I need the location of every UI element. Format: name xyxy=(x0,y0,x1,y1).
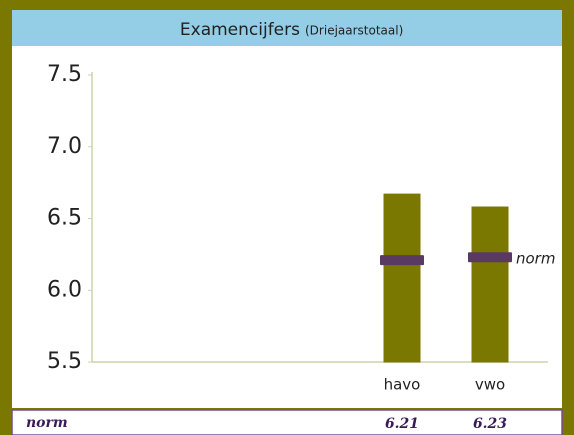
panel xyxy=(12,10,562,408)
chart-subtitle: (Driejaarstotaal) xyxy=(305,24,403,38)
x-tick-label: vwo xyxy=(475,376,505,394)
y-tick-label: 6.5 xyxy=(47,206,82,231)
bar xyxy=(383,193,421,363)
annotation: norm xyxy=(516,250,555,268)
y-tick-label: 7.0 xyxy=(47,134,82,159)
x-tick-label: havo xyxy=(384,376,421,394)
norm-marker xyxy=(380,255,424,266)
table-row xyxy=(11,409,563,435)
norm-value: 6.23 xyxy=(473,416,507,432)
y-tick-label: 5.5 xyxy=(47,349,82,374)
chart-title: Examencijfers xyxy=(180,20,300,40)
y-tick-label: 7.5 xyxy=(47,62,82,87)
bar xyxy=(471,206,509,363)
y-tick-label: 6.0 xyxy=(47,277,82,302)
table-row-header: norm xyxy=(26,415,68,431)
norm-value: 6.21 xyxy=(385,416,419,432)
norm-marker xyxy=(468,252,512,263)
header xyxy=(12,10,562,46)
